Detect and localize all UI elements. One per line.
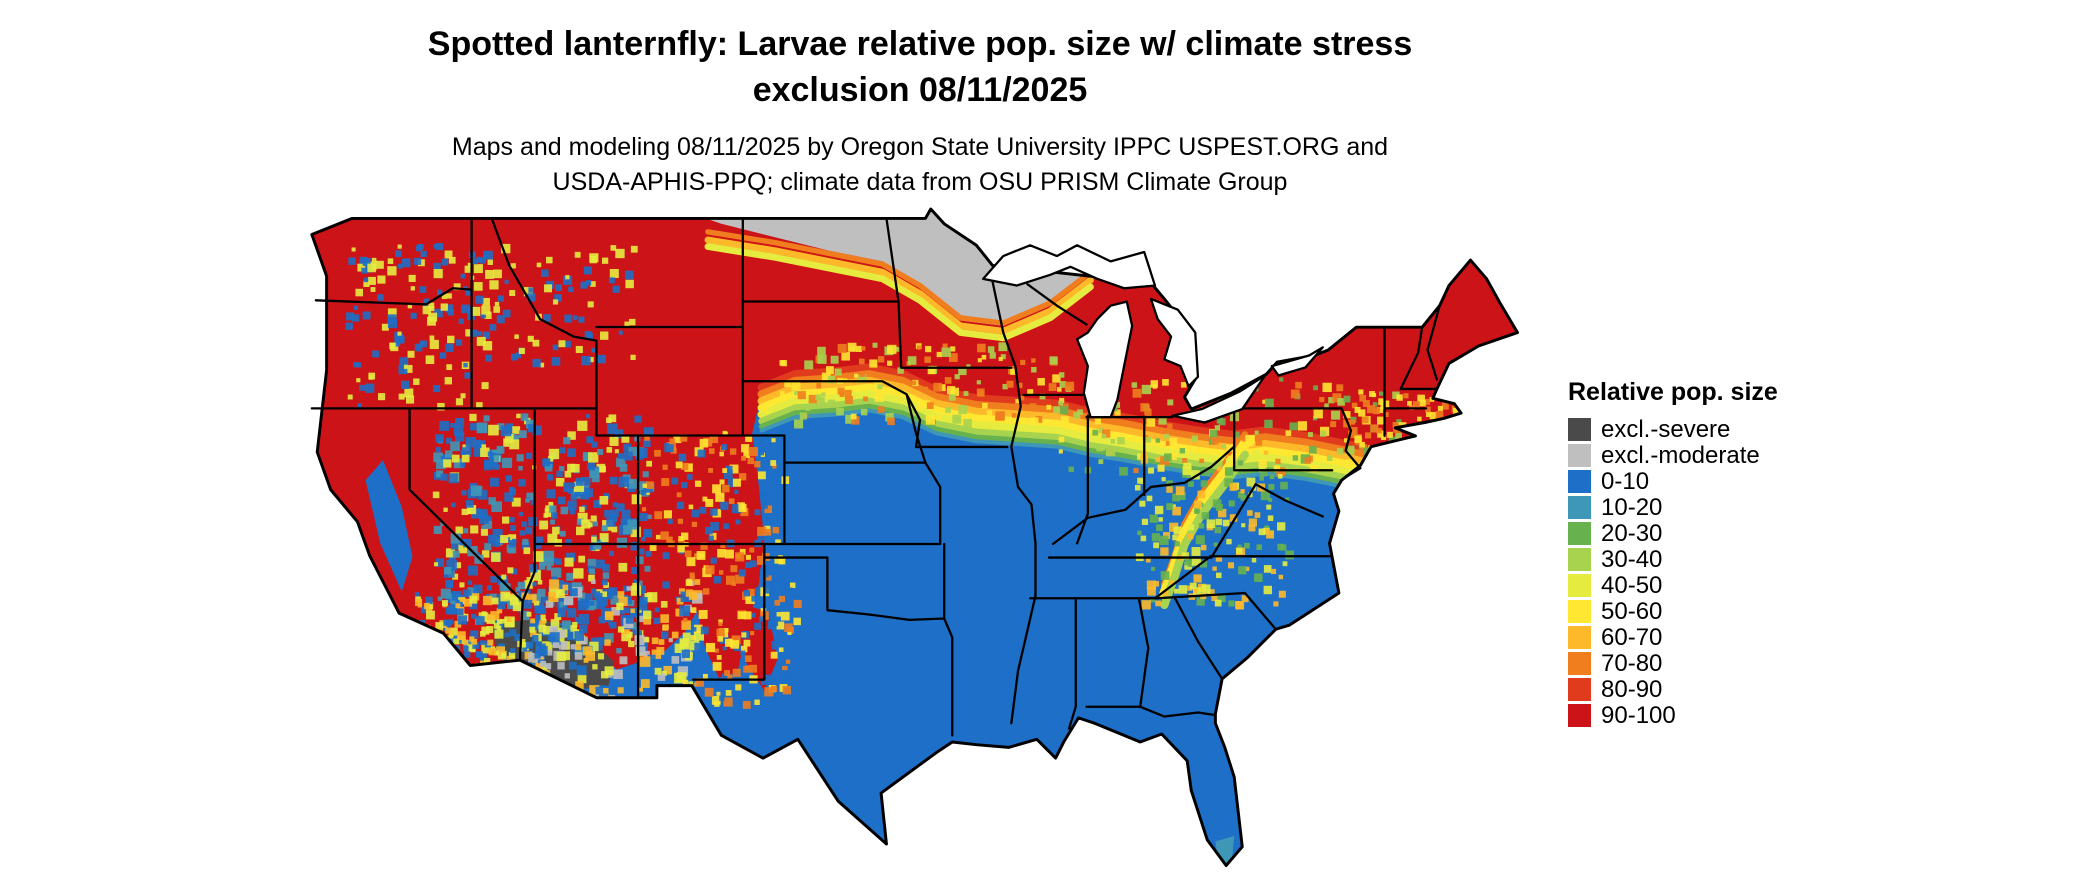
legend-swatch [1568, 678, 1591, 701]
legend-label: 70-80 [1601, 649, 1663, 677]
legend-item: 40-50 [1568, 571, 1778, 599]
title-block: Spotted lanternfly: Larvae relative pop.… [0, 22, 1840, 200]
lake-ontario [1270, 346, 1324, 377]
legend-swatch [1568, 600, 1591, 623]
great-lakes [981, 244, 1324, 424]
legend-item: excl.-moderate [1568, 441, 1778, 469]
legend-label: 10-20 [1601, 493, 1663, 521]
legend-item: 30-40 [1568, 545, 1778, 573]
legend-label: 20-30 [1601, 519, 1663, 547]
legend-item: 60-70 [1568, 623, 1778, 651]
legend-item: 10-20 [1568, 493, 1778, 521]
legend-swatch [1568, 626, 1591, 649]
legend-swatch [1568, 704, 1591, 727]
lake-erie [1171, 374, 1267, 424]
legend-label: 30-40 [1601, 545, 1663, 573]
title-line-2: exclusion 08/11/2025 [752, 70, 1088, 109]
subtitle-line-1: Maps and modeling 08/11/2025 by Oregon S… [451, 132, 1389, 161]
us-map [305, 205, 1527, 883]
legend-title: Relative pop. size [1568, 378, 1778, 406]
legend-swatch [1568, 496, 1591, 519]
legend-swatch [1568, 574, 1591, 597]
legend-swatch [1568, 470, 1591, 493]
state-borders-east [991, 280, 1441, 730]
legend-item: 70-80 [1568, 649, 1778, 677]
page-title: Spotted lanternfly: Larvae relative pop.… [0, 22, 1840, 114]
legend-items: excl.-severe excl.-moderate 0-10 10-20 20-30… [1568, 415, 1778, 729]
legend-item: 80-90 [1568, 675, 1778, 703]
legend-item: 90-100 [1568, 701, 1778, 729]
legend-label: 80-90 [1601, 675, 1663, 703]
legend-label: 50-60 [1601, 597, 1663, 625]
legend-label: 60-70 [1601, 623, 1663, 651]
legend-swatch [1568, 548, 1591, 571]
legend-item: 0-10 [1568, 467, 1778, 495]
state-borders-west [310, 217, 1013, 737]
title-line-1: Spotted lanternfly: Larvae relative pop.… [427, 25, 1413, 63]
legend-swatch [1568, 444, 1591, 467]
lake-michigan [1075, 300, 1134, 419]
lake-huron [1149, 297, 1200, 388]
legend-label: excl.-severe [1601, 415, 1731, 443]
legend-swatch [1568, 418, 1591, 441]
legend-label: 40-50 [1601, 571, 1663, 599]
legend-label: 90-100 [1601, 701, 1676, 729]
legend-swatch [1568, 522, 1591, 545]
legend-item: excl.-severe [1568, 415, 1778, 443]
us-outline [310, 207, 1519, 868]
subtitle-line-2: USDA-APHIS-PPQ; climate data from OSU PR… [552, 167, 1288, 196]
us-map-svg [310, 207, 1519, 868]
page-subtitle: Maps and modeling 08/11/2025 by Oregon S… [0, 130, 1840, 200]
legend-label: 0-10 [1601, 467, 1650, 495]
lake-superior [981, 244, 1157, 290]
legend-swatch [1568, 652, 1591, 675]
legend-label: excl.-moderate [1601, 441, 1760, 469]
legend: Relative pop. size excl.-severe excl.-mod… [1568, 378, 1778, 729]
legend-item: 20-30 [1568, 519, 1778, 547]
legend-item: 50-60 [1568, 597, 1778, 625]
